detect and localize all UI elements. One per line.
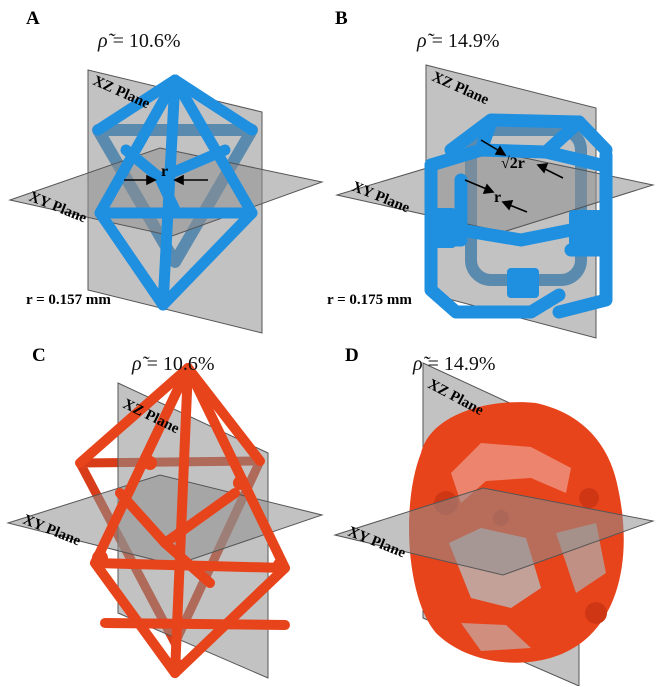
lattice-struts <box>92 74 258 311</box>
radius-dimension <box>124 174 208 186</box>
relative-density: ρ̃ = 10.6% <box>132 353 215 376</box>
density-symbol: ρ̃ <box>413 353 423 375</box>
panel-letter: D <box>345 345 359 366</box>
surface-nodules <box>92 366 287 673</box>
xy-plane <box>6 474 324 566</box>
relative-density: ρ̃ = 10.6% <box>98 30 181 53</box>
panel-letter: B <box>335 8 348 29</box>
panel-d: XZ Plane XY Plane D ρ̃ = 14.9% <box>331 343 662 686</box>
relative-density: ρ̃ = 14.9% <box>413 353 496 376</box>
density-value: = 10.6% <box>112 30 181 52</box>
density-value: = 14.9% <box>431 30 500 52</box>
star-lattice-model: r XZ Plane XY Plane <box>8 69 324 334</box>
density-symbol: ρ̃ <box>98 30 108 52</box>
panel-b: √2r r XZ Plane XY Plane B ρ̃ = 14.9% r =… <box>327 0 662 343</box>
relative-density: ρ̃ = 14.9% <box>417 30 500 53</box>
density-value: = 10.6% <box>146 353 215 375</box>
radius-symbol: r <box>494 189 501 206</box>
node-blocks <box>426 208 609 298</box>
panel-letter: C <box>32 345 46 366</box>
truncated-cube-model: √2r r XZ Plane XY Plane <box>335 64 655 339</box>
diagonal-symbol: √2r <box>501 155 525 172</box>
panel-a: r XZ Plane XY Plane A ρ̃ = 10.6% r = 0.1… <box>0 0 331 343</box>
panel-c: XZ Plane XY Plane C ρ̃ = 10.6% <box>0 343 331 686</box>
xy-plane <box>333 487 655 576</box>
printed-star-lattice: XZ Plane XY Plane <box>6 363 324 679</box>
radius-symbol: r <box>161 163 168 180</box>
density-symbol: ρ̃ <box>132 353 142 375</box>
density-symbol: ρ̃ <box>417 30 427 52</box>
radius-dimension <box>464 139 564 213</box>
printed-truncated-cube: XZ Plane XY Plane <box>333 362 655 686</box>
strut-radius: r = 0.157 mm <box>26 292 111 308</box>
panel-letter: A <box>26 8 40 29</box>
strut-radius: r = 0.175 mm <box>327 292 412 308</box>
density-value: = 14.9% <box>427 353 496 375</box>
lattice-struts <box>75 363 290 678</box>
